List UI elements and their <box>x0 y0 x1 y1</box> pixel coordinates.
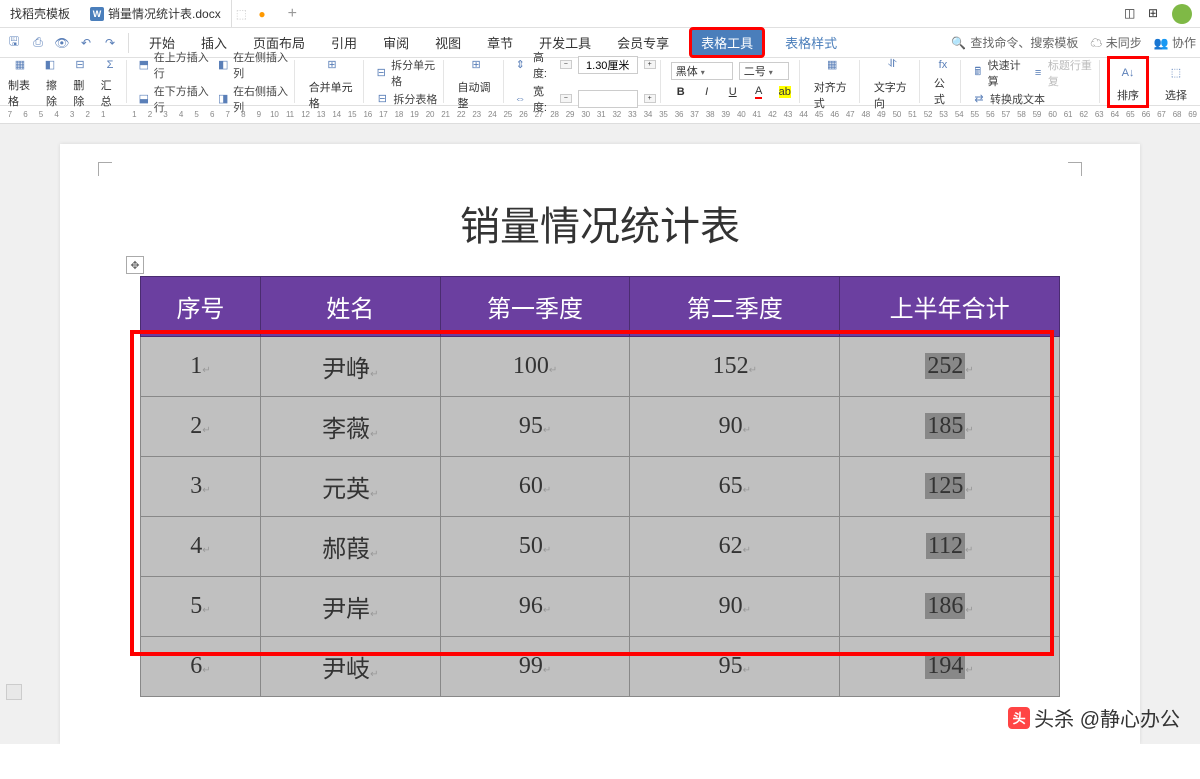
quick-calc-button[interactable]: 🖩快速计算 <box>971 57 1025 89</box>
height-label: 高度: <box>533 49 554 81</box>
table-row[interactable]: 1↵尹峥↵100↵152↵252↵ <box>141 337 1060 397</box>
tab-add-button[interactable]: + <box>276 5 309 23</box>
table-body: 1↵尹峥↵100↵152↵252↵2↵李薇↵95↵90↵185↵3↵元英↵60↵… <box>141 337 1060 697</box>
tab-record-indicator: ⬚ ● <box>231 0 276 27</box>
header-repeat-button[interactable]: ≡标题行重复 <box>1031 57 1095 89</box>
quick-access-toolbar: 🖫 ⎙ 👁 ↶ ↷ <box>4 33 129 53</box>
menu-review[interactable]: 审阅 <box>379 29 413 56</box>
insert-row-above-button[interactable]: ⬒在上方插入行 <box>137 49 210 81</box>
merge-cells-button[interactable]: ⊞合并单元格 <box>305 51 360 113</box>
collab-button[interactable]: 👥 协作 <box>1154 34 1196 51</box>
side-tool-icon[interactable] <box>6 684 22 700</box>
insert-col-left-button[interactable]: ◧在左侧插入列 <box>216 49 289 81</box>
table-header-row: 序号 姓名 第一季度 第二季度 上半年合计 <box>141 277 1060 337</box>
height-input[interactable] <box>578 56 638 74</box>
save-icon[interactable]: 🖫 <box>4 33 24 53</box>
eraser-label: 擦除 <box>46 77 67 109</box>
document-title: 销量情况统计表 <box>90 194 1110 252</box>
print-icon[interactable]: ⎙ <box>28 33 48 53</box>
height-inc[interactable]: + <box>644 60 656 69</box>
align-button[interactable]: ▦对齐方式 <box>810 51 855 113</box>
col-q1: 第一季度 <box>440 277 630 337</box>
sales-table[interactable]: 序号 姓名 第一季度 第二季度 上半年合计 1↵尹峥↵100↵152↵252↵2… <box>140 276 1060 697</box>
col-q2: 第二季度 <box>630 277 840 337</box>
eraser-button[interactable]: ◧ <box>38 55 62 75</box>
width-dec[interactable]: − <box>560 94 572 103</box>
text-direction-button[interactable]: ⥯文字方向 <box>870 51 915 113</box>
titlebar: 找稻壳模板 W 销量情况统计表.docx ⬚ ● + ◫ ⊞ <box>0 0 1200 28</box>
window-layout-icon[interactable]: ◫ <box>1124 6 1140 22</box>
search-box[interactable]: 🔍 查找命令、搜索模板 <box>951 34 1078 51</box>
watermark-icon: 头 <box>1008 707 1030 729</box>
font-color-button[interactable]: A <box>749 82 769 102</box>
sort-button[interactable]: A↓排序 <box>1110 59 1146 105</box>
watermark: 头 头杀 @静心办公 <box>1008 703 1180 732</box>
autofit-button[interactable]: ⊞自动调整 <box>454 51 499 113</box>
tab-document[interactable]: W 销量情况统计表.docx <box>80 0 231 27</box>
font-family-select[interactable]: 黑体 ▾ <box>671 62 733 80</box>
corner-mark-tr <box>1068 162 1082 176</box>
doc-filename: 销量情况统计表.docx <box>108 5 221 22</box>
table-row[interactable]: 2↵李薇↵95↵90↵185↵ <box>141 397 1060 457</box>
sync-status[interactable]: ☁ 未同步 <box>1090 34 1141 51</box>
menu-table-tools[interactable]: 表格工具 <box>691 29 763 56</box>
doc-icon: W <box>90 7 104 21</box>
ribbon: ▦ ◧ ⊟ Σ 制表格 擦除 删除 汇总 ⬒在上方插入行◧在左侧插入列 ⬓在下方… <box>0 58 1200 106</box>
table-wrapper: ✥ 序号 姓名 第一季度 第二季度 上半年合计 1↵尹峥↵100↵152↵252… <box>90 276 1110 697</box>
font-size-select[interactable]: 二号 ▾ <box>739 62 789 80</box>
width-inc[interactable]: + <box>644 94 656 103</box>
convert-text-button[interactable]: ⇄转换成文本 <box>971 91 1045 107</box>
table-row[interactable]: 6↵尹岐↵99↵95↵194↵ <box>141 637 1060 697</box>
delete-button[interactable]: ⊟ <box>68 55 92 75</box>
split-table-button[interactable]: ⊟拆分表格 <box>374 91 437 107</box>
draw-table-button[interactable]: ▦ <box>8 55 32 75</box>
table-row[interactable]: 3↵元英↵60↵65↵125↵ <box>141 457 1060 517</box>
corner-mark-tl <box>98 162 112 176</box>
italic-button[interactable]: I <box>697 82 717 102</box>
col-total: 上半年合计 <box>840 277 1060 337</box>
table-move-handle[interactable]: ✥ <box>126 256 144 274</box>
split-cells-button[interactable]: ⊟拆分单元格 <box>374 57 438 89</box>
underline-button[interactable]: U <box>723 82 743 102</box>
undo-icon[interactable]: ↶ <box>76 33 96 53</box>
formula-button[interactable]: fx公式 <box>930 55 956 109</box>
width-input[interactable] <box>578 90 638 108</box>
table-row[interactable]: 4↵郝葭↵50↵62↵112↵ <box>141 517 1060 577</box>
delete-label: 删除 <box>73 77 94 109</box>
redo-icon[interactable]: ↷ <box>100 33 120 53</box>
col-width-icon: ⇔ <box>514 91 527 107</box>
preview-icon[interactable]: 👁 <box>52 33 72 53</box>
col-id: 序号 <box>141 277 261 337</box>
highlight-button[interactable]: ab <box>775 82 795 102</box>
summary-label: 汇总 <box>101 77 122 109</box>
table-row[interactable]: 5↵尹岸↵96↵90↵186↵ <box>141 577 1060 637</box>
user-avatar[interactable] <box>1172 4 1192 24</box>
row-height-icon: ⇕ <box>514 57 527 73</box>
draw-table-label: 制表格 <box>8 77 40 109</box>
bold-button[interactable]: B <box>671 82 691 102</box>
col-name: 姓名 <box>260 277 440 337</box>
summary-button[interactable]: Σ <box>98 55 122 75</box>
height-dec[interactable]: − <box>560 60 572 69</box>
apps-icon[interactable]: ⊞ <box>1148 6 1164 22</box>
select-button[interactable]: ⬚选择 <box>1160 59 1192 105</box>
page: 销量情况统计表 ✥ 序号 姓名 第一季度 第二季度 上半年合计 1↵尹峥↵100… <box>60 144 1140 744</box>
tab-templates[interactable]: 找稻壳模板 <box>0 0 80 27</box>
document-area: 销量情况统计表 ✥ 序号 姓名 第一季度 第二季度 上半年合计 1↵尹峥↵100… <box>0 124 1200 744</box>
